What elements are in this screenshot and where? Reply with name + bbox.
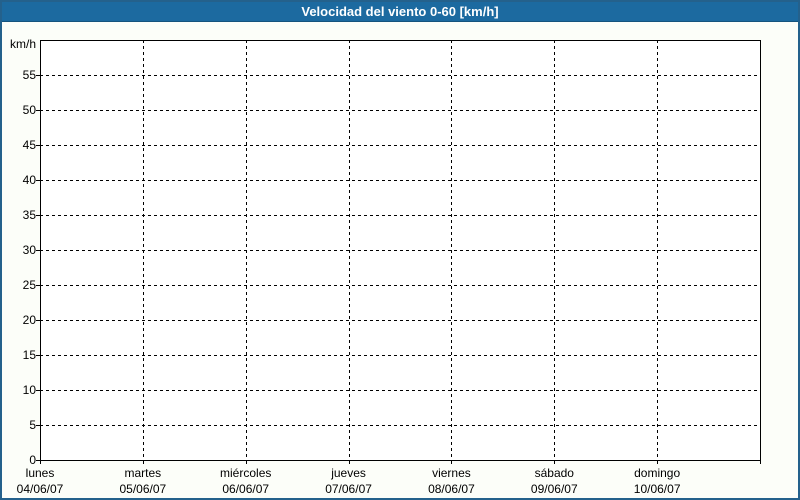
y-tick-label: 55 [22,68,36,82]
y-axis-unit-label: km/h [9,37,36,51]
x-tick-day-label: domingo [634,466,681,480]
x-tick-label: domingo 10/06/07 [605,465,709,497]
y-tick-label: 30 [22,243,36,257]
x-tick-date-label: 08/06/07 [428,482,475,496]
y-tick-label: 10 [22,383,36,397]
x-tick-date-label: 10/06/07 [633,482,681,496]
chart-title: Velocidad del viento 0-60 [km/h] [301,4,499,19]
x-tick-label: lunes 04/06/07 [2,465,92,497]
x-tick-label: miércoles 06/06/07 [194,465,298,497]
x-tick-date-label: 09/06/07 [530,482,578,496]
y-tick-label: 15 [22,348,36,362]
x-tick-label: martes 05/06/07 [91,465,195,497]
x-tick-label: viernes 08/06/07 [399,465,503,497]
x-tick-label: sábado 09/06/07 [502,465,606,497]
y-tick-label: 45 [22,138,36,152]
x-tick-date-label: 05/06/07 [119,482,167,496]
chart-title-bar: Velocidad del viento 0-60 [km/h] [2,2,798,22]
x-tick-day-label: jueves [331,466,366,480]
x-tick-day-label: viernes [432,466,471,480]
x-tick-day-label: sábado [534,466,574,480]
x-tick-date-label: 04/06/07 [16,482,64,496]
y-tick-label: 40 [22,173,36,187]
x-tick-day-label: lunes [25,466,55,480]
x-tick-date-label: 06/06/07 [222,482,270,496]
x-tick-day-label: martes [124,466,162,480]
x-tick-day-label: miércoles [220,466,272,480]
y-tick-label: 5 [29,418,36,432]
plot-border [40,40,761,461]
y-tick-label: 0 [29,453,36,467]
x-tick-date-label: 07/06/07 [325,482,372,496]
y-tick-label: 35 [22,208,36,222]
y-tick-label: 20 [22,313,36,327]
y-tick-label: 50 [22,103,36,117]
y-tick-label: 25 [22,278,36,292]
x-tick-label: jueves 07/06/07 [297,465,401,497]
